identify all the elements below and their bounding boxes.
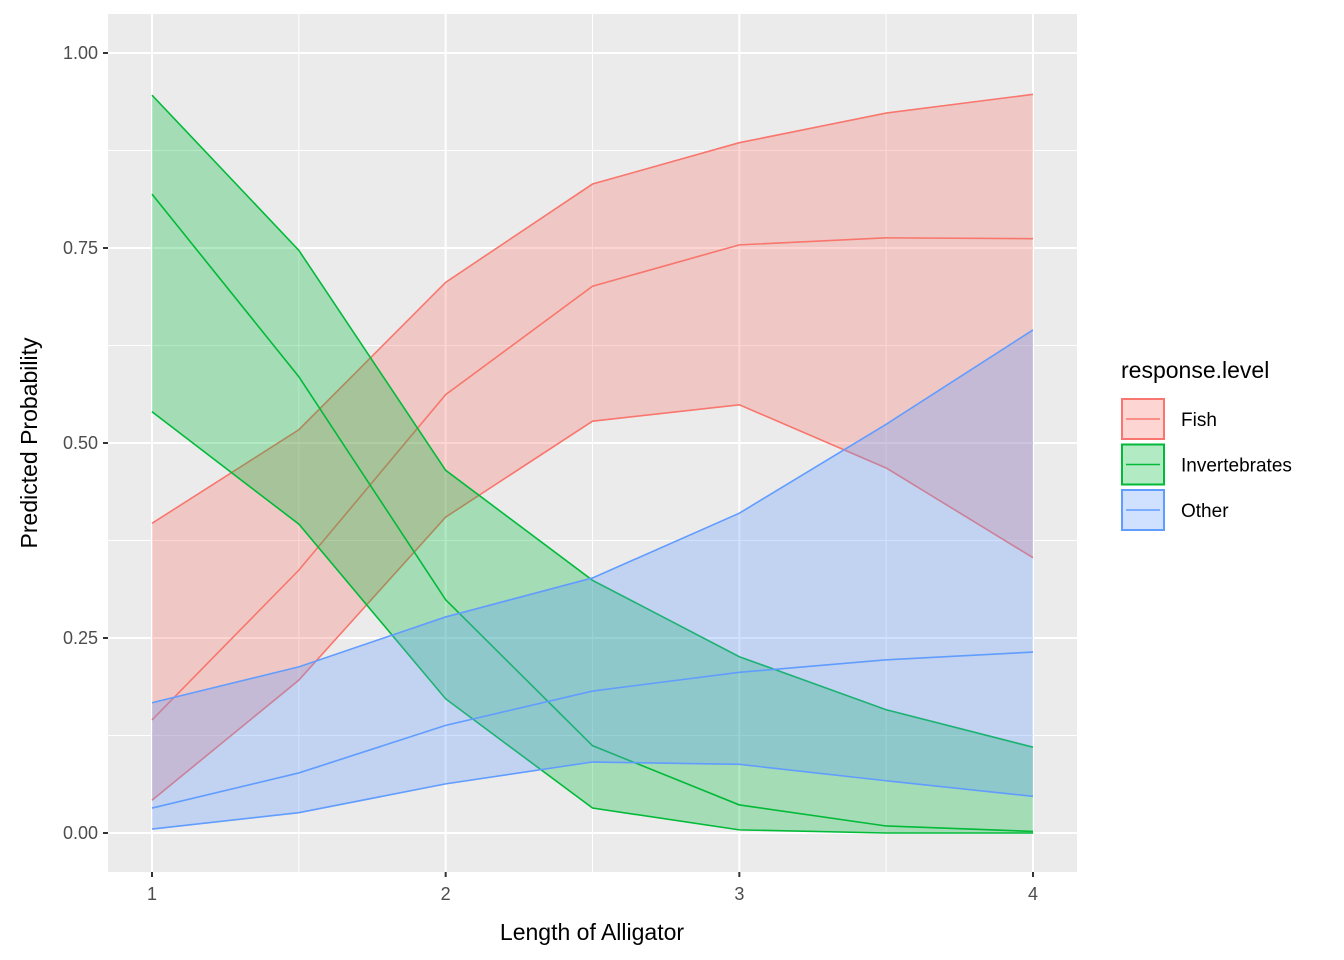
y-axis-title: Predicted Probability: [16, 337, 42, 548]
legend-label: Fish: [1181, 410, 1217, 431]
y-tick-label: 0.75: [63, 238, 98, 258]
y-axis: 0.00 0.25 0.50 0.75 1.00: [63, 43, 108, 843]
y-tick-label: 1.00: [63, 43, 98, 63]
series-other: [151, 329, 1034, 830]
legend-label: Invertebrates: [1181, 456, 1292, 477]
legend-label: Other: [1181, 501, 1229, 522]
legend-item-fish: Fish: [1121, 398, 1217, 440]
line-estimate: [151, 193, 1034, 833]
legend-title: response.level: [1121, 357, 1269, 383]
confidence-ribbons: [151, 93, 1034, 834]
x-tick-label: 3: [734, 884, 744, 904]
line-upper: [151, 94, 1034, 748]
x-axis: 1 2 3 4: [147, 872, 1038, 904]
series-invertebrates: [151, 94, 1034, 834]
legend: response.level Fish Invertebrates Other: [1121, 357, 1292, 531]
y-tick-label: 0.50: [63, 433, 98, 453]
line-lower: [151, 761, 1034, 830]
ribbon-fill: [152, 94, 1033, 801]
x-tick-label: 4: [1028, 884, 1038, 904]
line-lower: [151, 403, 1034, 801]
plot-panel: [108, 14, 1077, 872]
ribbon-fill: [152, 329, 1033, 830]
y-tick-label: 0.25: [63, 628, 98, 648]
line-upper: [151, 329, 1034, 704]
y-tick-label: 0.00: [63, 823, 98, 843]
x-axis-title: Length of Alligator: [500, 919, 684, 945]
series-fish: [151, 93, 1034, 801]
legend-item-invertebrates: Invertebrates: [1121, 443, 1292, 486]
line-estimate: [151, 237, 1034, 721]
ribbon-fill: [152, 95, 1033, 834]
legend-item-other: Other: [1121, 489, 1229, 531]
x-tick-label: 2: [441, 884, 451, 904]
x-tick-label: 1: [147, 884, 157, 904]
line-lower: [151, 411, 1033, 834]
line-upper: [151, 93, 1034, 525]
line-estimate: [151, 651, 1034, 809]
